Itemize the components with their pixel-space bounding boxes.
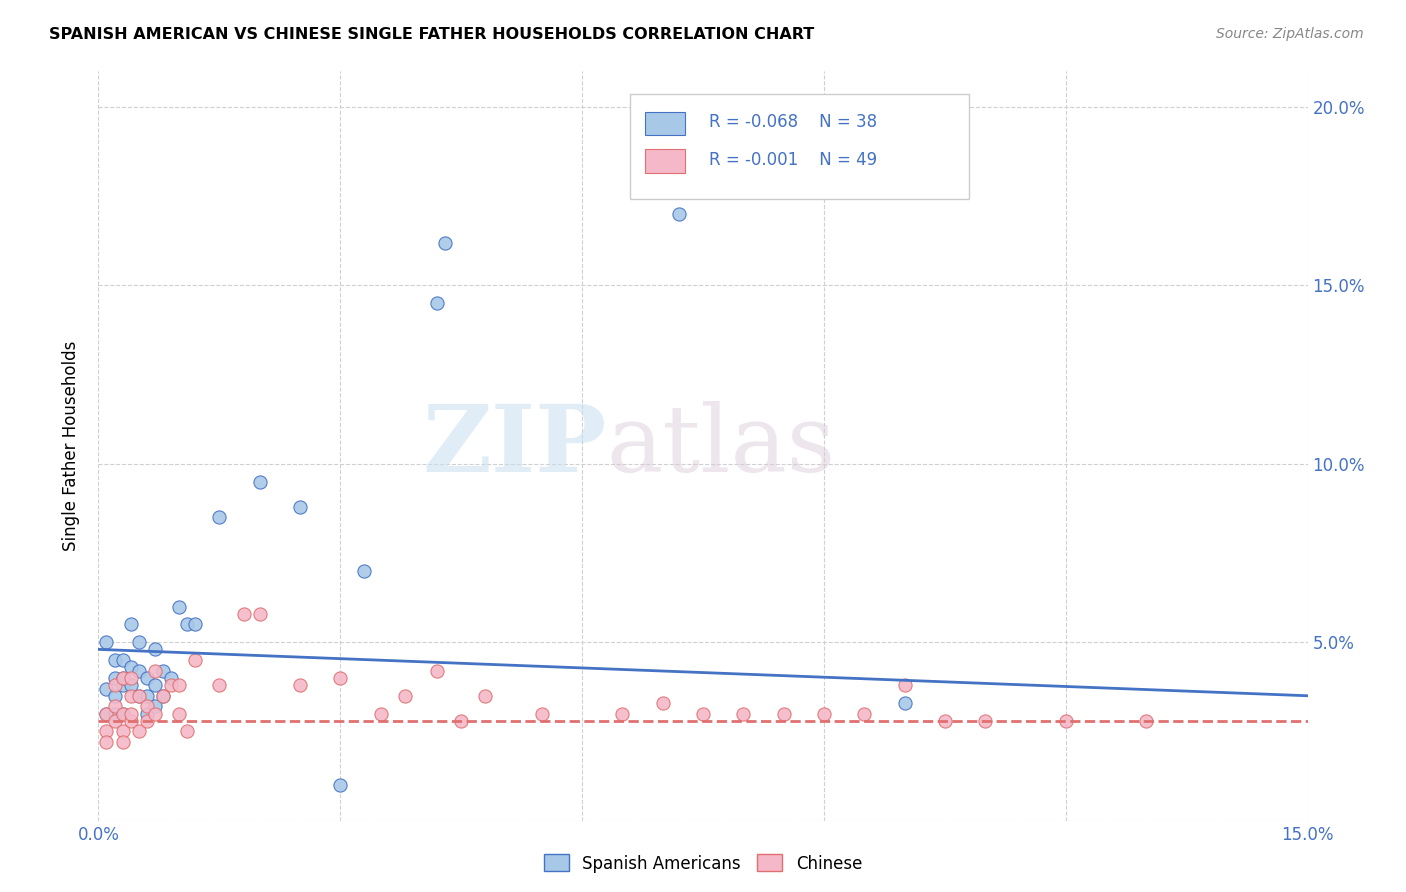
Point [426,296,449,310]
Point [813,706,835,721]
Point [111,735,134,749]
Point [120,678,142,692]
Point [651,696,673,710]
Point [733,706,755,721]
Point [135,699,157,714]
Point [103,706,125,721]
Text: ZIP: ZIP [422,401,606,491]
Point [103,689,125,703]
Point [152,689,174,703]
Point [893,678,915,692]
Point [128,689,150,703]
Point [135,689,157,703]
Point [1054,714,1077,728]
Point [111,706,134,721]
Point [143,664,166,678]
Point [96,735,118,749]
Point [96,635,118,649]
Point [208,510,231,524]
Point [288,678,311,692]
Legend: Spanish Americans, Chinese: Spanish Americans, Chinese [537,847,869,880]
Point [111,671,134,685]
Point [370,706,392,721]
Bar [630,94,969,199]
Point [434,235,457,250]
Point [128,689,150,703]
Point [668,207,690,221]
Point [329,778,352,792]
Point [111,678,134,692]
Point [143,706,166,721]
Point [143,699,166,714]
Point [249,607,271,621]
Point [96,681,118,696]
Point [135,671,157,685]
Point [249,475,271,489]
Point [120,714,142,728]
Point [120,660,142,674]
Text: SPANISH AMERICAN VS CHINESE SINGLE FATHER HOUSEHOLDS CORRELATION CHART: SPANISH AMERICAN VS CHINESE SINGLE FATHE… [49,27,814,42]
Text: R = -0.068    N = 38: R = -0.068 N = 38 [709,113,877,131]
Text: R = -0.001    N = 49: R = -0.001 N = 49 [709,151,877,169]
Point [934,714,956,728]
Point [111,653,134,667]
Point [152,664,174,678]
Point [143,678,166,692]
Point [128,635,150,649]
Point [135,706,157,721]
Point [160,671,183,685]
Point [853,706,876,721]
Point [176,617,198,632]
Point [103,699,125,714]
Point [111,706,134,721]
Point [111,671,134,685]
Point [143,642,166,657]
Point [1135,714,1157,728]
Point [128,724,150,739]
Y-axis label: Single Father Households: Single Father Households [62,341,80,551]
Point [176,724,198,739]
Point [96,706,118,721]
Point [893,696,915,710]
Point [120,706,142,721]
Point [232,607,254,621]
Point [474,689,496,703]
Point [167,706,190,721]
Point [167,599,190,614]
Point [128,664,150,678]
Point [152,689,174,703]
Point [103,714,125,728]
Point [120,689,142,703]
Point [184,617,207,632]
Point [530,706,553,721]
Point [120,671,142,685]
Point [96,706,118,721]
Point [692,706,714,721]
Point [353,564,375,578]
Point [103,653,125,667]
Point [394,689,416,703]
Point [772,706,794,721]
Point [288,500,311,514]
Point [135,714,157,728]
Bar [645,112,685,135]
Bar [645,149,685,172]
Text: atlas: atlas [606,401,835,491]
Point [208,678,231,692]
Point [160,678,183,692]
Point [103,678,125,692]
Point [103,671,125,685]
Point [111,724,134,739]
Point [167,678,190,692]
Point [612,706,634,721]
Point [329,671,352,685]
Text: Source: ZipAtlas.com: Source: ZipAtlas.com [1216,27,1364,41]
Point [96,724,118,739]
Point [426,664,449,678]
Point [184,653,207,667]
Point [120,617,142,632]
Point [450,714,472,728]
Point [974,714,997,728]
